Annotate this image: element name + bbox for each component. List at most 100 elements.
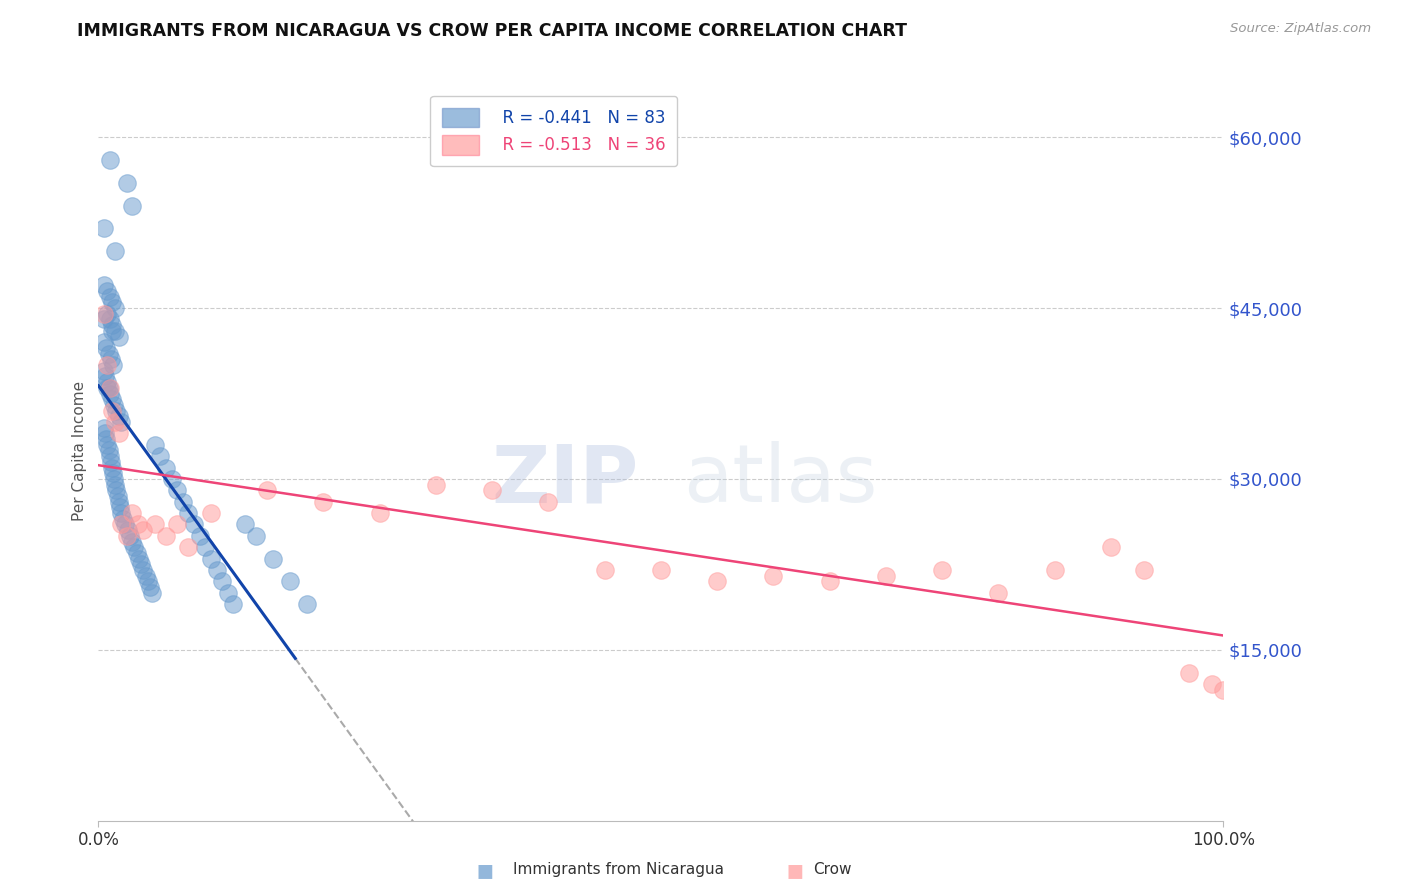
Point [188, 529, 211, 543]
Point [107, 489, 129, 503]
Point [295, 597, 318, 611]
Point [875, 568, 897, 582]
Point [98, 153, 121, 167]
Legend:   R = -0.441   N = 83,   R = -0.513   N = 36: R = -0.441 N = 83, R = -0.513 N = 36 [430, 96, 678, 166]
Point [105, 483, 128, 498]
Point [537, 494, 560, 508]
Point [1043, 563, 1066, 577]
Point [1178, 665, 1201, 680]
Point [98, 312, 121, 326]
Point [112, 512, 135, 526]
Point [121, 506, 143, 520]
Point [97, 346, 120, 360]
Point [97, 381, 120, 395]
Point [987, 586, 1010, 600]
Text: Immigrants from Nicaragua: Immigrants from Nicaragua [513, 863, 724, 877]
Point [98, 386, 121, 401]
Point [143, 438, 166, 452]
Point [312, 494, 335, 508]
Point [118, 529, 141, 543]
Text: Source: ZipAtlas.com: Source: ZipAtlas.com [1230, 22, 1371, 36]
Point [481, 483, 503, 498]
Point [101, 318, 124, 333]
Point [205, 563, 228, 577]
Point [108, 500, 131, 515]
Point [101, 403, 124, 417]
Y-axis label: Per Capita Income: Per Capita Income [72, 380, 87, 521]
Point [96, 381, 118, 395]
Text: atlas: atlas [683, 441, 877, 519]
Point [93, 221, 115, 235]
Point [114, 517, 136, 532]
Text: ▪: ▪ [785, 855, 804, 884]
Point [143, 517, 166, 532]
Point [194, 541, 217, 555]
Point [136, 574, 159, 589]
Point [160, 472, 183, 486]
Point [98, 290, 121, 304]
Point [172, 494, 194, 508]
Point [93, 312, 115, 326]
Point [425, 477, 447, 491]
Point [121, 198, 143, 212]
Point [256, 483, 278, 498]
Point [121, 534, 143, 549]
Point [104, 415, 127, 429]
Point [96, 358, 118, 372]
Point [177, 506, 200, 520]
Point [245, 529, 267, 543]
Point [93, 307, 115, 321]
Point [166, 483, 188, 498]
Point [103, 472, 125, 486]
Point [97, 443, 120, 458]
Point [233, 517, 256, 532]
Point [110, 415, 132, 429]
Point [141, 586, 163, 600]
Point [96, 341, 118, 355]
Point [93, 420, 115, 434]
Point [128, 551, 150, 566]
Point [96, 284, 118, 298]
Point [650, 563, 672, 577]
Point [155, 529, 177, 543]
Point [149, 449, 172, 463]
Point [101, 460, 124, 475]
Point [101, 295, 124, 310]
Point [115, 176, 138, 190]
Point [183, 517, 205, 532]
Point [593, 563, 616, 577]
Text: ZIP: ZIP [491, 441, 638, 519]
Point [132, 563, 155, 577]
Point [93, 278, 115, 293]
Point [94, 426, 117, 441]
Point [107, 329, 129, 343]
Point [117, 523, 139, 537]
Point [105, 403, 128, 417]
Point [200, 551, 222, 566]
Point [1201, 677, 1223, 691]
Text: IMMIGRANTS FROM NICARAGUA VS CROW PER CAPITA INCOME CORRELATION CHART: IMMIGRANTS FROM NICARAGUA VS CROW PER CA… [77, 22, 907, 40]
Point [104, 244, 127, 259]
Point [96, 375, 118, 389]
Point [211, 574, 233, 589]
Point [262, 551, 284, 566]
Point [93, 335, 115, 350]
Point [200, 506, 222, 520]
Point [107, 426, 129, 441]
Point [107, 409, 129, 424]
Point [104, 477, 127, 491]
Point [139, 580, 162, 594]
Point [129, 558, 152, 572]
Point [104, 324, 127, 338]
Point [127, 517, 149, 532]
Point [101, 392, 124, 407]
Point [818, 574, 841, 589]
Point [135, 568, 157, 582]
Point [101, 467, 124, 481]
Point [96, 438, 118, 452]
Point [96, 432, 118, 446]
Point [706, 574, 728, 589]
Point [222, 597, 245, 611]
Point [166, 517, 188, 532]
Point [1099, 541, 1122, 555]
